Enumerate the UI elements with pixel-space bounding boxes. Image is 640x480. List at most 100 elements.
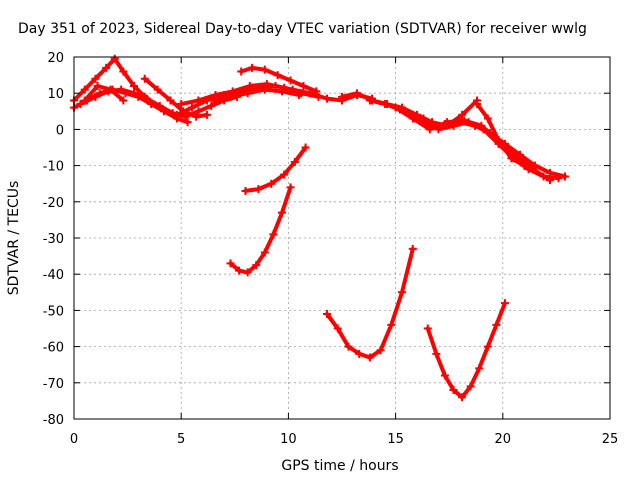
data-point-marker	[473, 100, 482, 109]
data-point-marker	[432, 349, 441, 358]
data-point-marker	[419, 114, 428, 123]
series-arc-low-2	[228, 185, 293, 275]
data-point-marker	[228, 87, 237, 96]
data-point-marker	[243, 268, 252, 277]
y-tick-label: 0	[56, 123, 64, 138]
data-point-marker	[192, 112, 201, 121]
series-layer	[70, 54, 569, 402]
data-point-marker	[245, 81, 254, 90]
x-tick-label: 0	[70, 432, 78, 447]
data-point-marker	[80, 85, 89, 94]
data-point-marker	[314, 92, 323, 101]
data-point-marker	[524, 165, 533, 174]
data-point-marker	[280, 170, 289, 179]
data-point-marker	[408, 114, 417, 123]
y-axis-label: SDTVAR / TECUs	[6, 181, 22, 296]
data-point-marker	[241, 186, 250, 195]
y-tick-label: -50	[43, 304, 64, 319]
data-point-marker	[155, 101, 164, 110]
x-axis-label: GPS time / hours	[281, 458, 398, 474]
data-point-marker	[172, 110, 181, 119]
data-point-marker	[479, 125, 488, 134]
data-point-marker	[344, 342, 353, 351]
data-point-marker	[110, 54, 119, 63]
data-point-marker	[301, 143, 310, 152]
data-point-marker	[500, 299, 509, 308]
data-point-marker	[76, 100, 85, 109]
data-point-marker	[80, 96, 89, 105]
series-arc-top-4	[82, 84, 126, 103]
ticks-layer: 20 10 0 -10 -20 -30 -40 -50 -60 -70 -80 0 5 10 15 20 25	[43, 51, 619, 447]
data-point-marker	[194, 107, 203, 116]
data-point-marker	[365, 353, 374, 362]
data-point-marker	[226, 92, 235, 101]
data-point-marker	[252, 261, 261, 270]
y-tick-label: 10	[47, 87, 64, 102]
data-point-marker	[209, 96, 218, 105]
data-point-marker	[464, 118, 473, 127]
data-point-marker	[466, 382, 475, 391]
data-point-marker	[91, 74, 100, 83]
data-point-marker	[353, 89, 362, 98]
data-point-marker	[443, 118, 452, 127]
data-point-marker	[177, 100, 186, 109]
y-tick-label: -20	[43, 196, 64, 211]
series-arc-low-4	[425, 301, 507, 400]
data-point-marker	[153, 85, 162, 94]
data-point-marker	[333, 324, 342, 333]
x-tick-label: 10	[280, 432, 297, 447]
grid-layer	[74, 57, 610, 419]
data-point-marker	[408, 244, 417, 253]
y-tick-label: -30	[43, 232, 64, 247]
data-point-marker	[260, 65, 269, 74]
x-tick-label: 15	[387, 432, 404, 447]
data-point-marker	[117, 85, 126, 94]
data-point-marker	[434, 125, 443, 134]
data-point-marker	[211, 91, 220, 100]
data-point-marker	[398, 288, 407, 297]
x-tick-label: 5	[177, 432, 185, 447]
data-point-marker	[194, 96, 203, 105]
data-point-marker	[243, 89, 252, 98]
data-point-marker	[247, 63, 256, 72]
data-point-marker	[295, 91, 304, 100]
data-point-marker	[322, 94, 331, 103]
data-point-marker	[391, 103, 400, 112]
data-point-marker	[269, 230, 278, 239]
y-tick-label: -10	[43, 160, 64, 175]
data-point-marker	[202, 110, 211, 119]
data-point-marker	[130, 81, 139, 90]
data-point-marker	[423, 324, 432, 333]
data-point-marker	[299, 81, 308, 90]
data-point-marker	[449, 121, 458, 130]
data-point-marker	[273, 71, 282, 80]
series-arc-low-3	[325, 246, 415, 360]
data-point-marker	[290, 157, 299, 166]
data-point-marker	[380, 100, 389, 109]
data-point-marker	[277, 87, 286, 96]
series-arc-right-4	[421, 116, 561, 181]
data-point-marker	[254, 185, 263, 194]
data-point-marker	[166, 96, 175, 105]
data-point-marker	[226, 259, 235, 268]
x-tick-label: 20	[495, 432, 512, 447]
data-point-marker	[140, 74, 149, 83]
data-point-marker	[93, 81, 102, 90]
data-point-marker	[560, 172, 569, 181]
data-point-marker	[260, 85, 269, 94]
data-point-marker	[449, 386, 458, 395]
data-point-marker	[483, 342, 492, 351]
data-point-marker	[387, 320, 396, 329]
chart-title: Day 351 of 2023, Sidereal Day-to-day VTE…	[18, 21, 587, 37]
y-tick-label: -60	[43, 341, 64, 356]
data-point-marker	[483, 114, 492, 123]
series-arc-low-1	[243, 145, 308, 193]
data-point-marker	[425, 125, 434, 134]
data-point-marker	[312, 87, 321, 96]
data-point-marker	[355, 349, 364, 358]
data-point-marker	[130, 89, 139, 98]
data-point-marker	[539, 172, 548, 181]
data-point-marker	[277, 208, 286, 217]
y-tick-label: -40	[43, 268, 64, 283]
